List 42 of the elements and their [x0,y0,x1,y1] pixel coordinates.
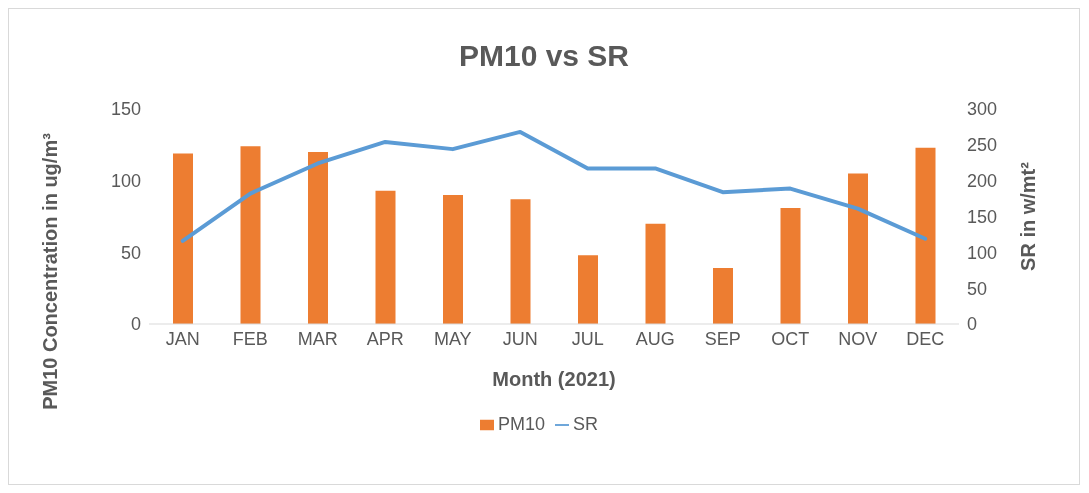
y2-tick-label: 250 [967,135,998,156]
x-tick-label: FEB [232,328,268,349]
bar [443,195,463,324]
bar [645,223,666,324]
x-tick-label: MAR [297,328,338,349]
legend-label: SR [573,414,599,434]
y-tick-label: 150 [110,99,141,120]
legend-label: PM10 [497,414,545,434]
bar [240,146,261,324]
bar [780,207,801,324]
bar [848,173,868,324]
x-tick-label: DEC [906,328,945,349]
y-tick-label: 50 [120,242,141,263]
bar [173,153,193,324]
chart-title: PM10 vs SR [457,39,631,73]
y2-tick-label: 0 [967,314,978,335]
bar [713,268,733,324]
x-tick-label: AUG [635,328,675,349]
y-tick-label: 0 [130,314,141,335]
x-tick-label: NOV [838,328,878,349]
x-tick-label: JAN [165,328,200,349]
x-tick-label: JUN [502,328,538,349]
bar [308,152,328,324]
x-tick-label: MAY [433,328,472,349]
x-tick-label: APR [366,328,404,349]
y2-tick-label: 150 [967,206,998,227]
y2-tick-label: 100 [967,242,998,263]
bar [578,255,598,324]
y2-tick-label: 300 [967,99,998,120]
y2-tick-label: 50 [967,278,988,299]
x-axis-title: Month (2021) [492,368,616,390]
bar [510,199,531,324]
y-tick-label: 100 [110,171,141,192]
bar [375,190,396,324]
y2-tick-label: 200 [967,171,998,192]
y2-axis-title: SR in w/mt² [1017,161,1039,271]
x-tick-label: SEP [704,328,741,349]
y-axis-title: PM10 Concentration in ug/m³ [39,132,61,410]
bar [915,147,936,324]
line-series [180,129,928,243]
x-tick-label: OCT [771,328,810,349]
x-tick-label: JUL [571,328,604,349]
